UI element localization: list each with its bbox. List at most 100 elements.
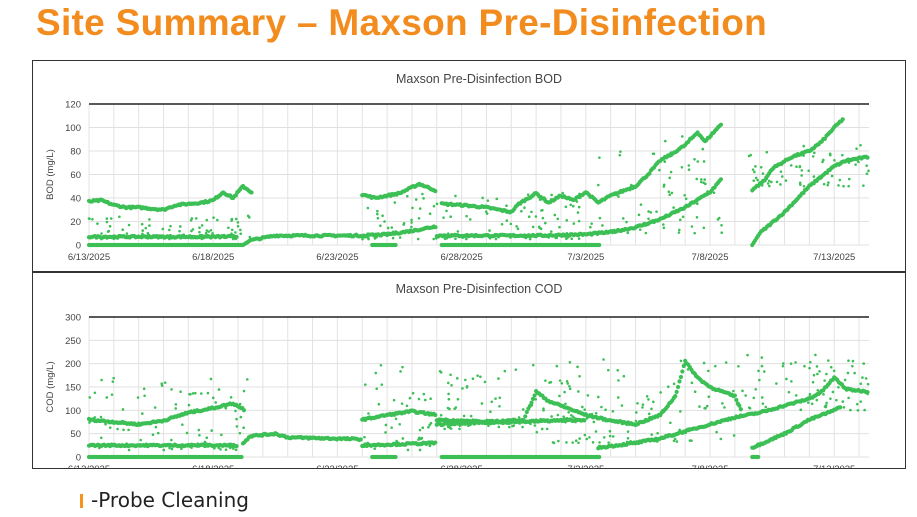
data-point-outlier xyxy=(560,381,564,385)
data-point-outlier xyxy=(639,203,643,206)
data-point-outlier xyxy=(816,388,820,392)
data-point-outlier xyxy=(757,369,760,373)
data-point-outlier xyxy=(799,183,802,186)
y-tick-label: 100 xyxy=(65,123,81,134)
data-point-outlier xyxy=(207,230,210,233)
data-point-outlier xyxy=(802,184,806,188)
data-point-outlier xyxy=(855,147,858,150)
data-point-outlier xyxy=(741,389,744,393)
data-point-outlier xyxy=(428,212,432,216)
data-point-outlier xyxy=(638,228,642,231)
data-point xyxy=(532,393,537,398)
data-point-outlier xyxy=(139,438,143,442)
data-point-outlier xyxy=(429,421,433,425)
data-point-outlier xyxy=(617,379,620,382)
probe-cleaning-legend: -Probe Cleaning xyxy=(80,488,249,512)
data-point-outlier xyxy=(495,197,499,201)
data-point-outlier xyxy=(480,402,484,405)
data-point-outlier xyxy=(447,392,450,396)
data-point-outlier xyxy=(239,415,243,419)
data-point-outlier xyxy=(659,391,662,394)
data-point-outlier xyxy=(589,225,592,229)
data-point-outlier xyxy=(236,221,240,224)
data-point-outlier xyxy=(577,390,580,393)
data-point-outlier xyxy=(106,230,110,233)
data-point-outlier xyxy=(206,391,210,395)
data-point-outlier xyxy=(590,222,593,225)
data-point-outlier xyxy=(790,380,793,383)
data-point-outlier xyxy=(376,209,379,213)
data-point-outlier xyxy=(188,392,191,396)
data-point xyxy=(527,403,533,409)
data-point-outlier xyxy=(622,374,626,378)
data-point-outlier xyxy=(597,395,600,399)
data-point-outlier xyxy=(509,222,513,226)
data-point-outlier xyxy=(707,395,711,399)
data-point-outlier xyxy=(616,396,620,399)
data-point-outlier xyxy=(531,225,535,229)
data-point-outlier xyxy=(662,226,666,230)
data-point-outlier xyxy=(824,404,828,407)
data-point-outlier xyxy=(216,218,219,222)
x-tick-label: 6/18/2025 xyxy=(192,252,234,263)
data-point-outlier xyxy=(821,160,824,164)
data-point-outlier xyxy=(607,441,610,444)
data-point-outlier xyxy=(88,396,92,399)
data-point xyxy=(358,437,363,442)
data-point-outlier xyxy=(394,417,398,421)
data-point-outlier xyxy=(142,387,146,391)
x-tick-label: 7/3/2025 xyxy=(567,252,604,263)
data-point-outlier xyxy=(374,371,378,375)
x-tick-label: 7/3/2025 xyxy=(567,464,604,468)
data-point-outlier xyxy=(826,183,830,187)
chart-title: Maxson Pre-Disinfection COD xyxy=(396,282,563,296)
data-point-outlier xyxy=(761,402,765,405)
data-point-outlier xyxy=(490,400,494,404)
data-point-outlier xyxy=(867,169,870,173)
data-point-outlier xyxy=(563,390,566,394)
data-point xyxy=(680,369,685,374)
data-point-outlier xyxy=(679,359,683,363)
data-point-outlier xyxy=(846,371,850,375)
data-point-outlier xyxy=(420,436,424,440)
data-point-outlier xyxy=(681,215,685,219)
data-point-outlier xyxy=(644,231,648,235)
data-point-outlier xyxy=(570,413,573,417)
data-point-outlier xyxy=(198,226,201,230)
data-point xyxy=(530,396,536,401)
data-point-outlier xyxy=(224,448,228,452)
data-point-outlier xyxy=(690,225,694,228)
data-point-outlier xyxy=(577,219,581,223)
data-point-outlier xyxy=(759,165,763,169)
data-points xyxy=(86,353,870,460)
data-point xyxy=(523,414,528,419)
data-point-outlier xyxy=(747,406,751,409)
data-point-outlier xyxy=(861,376,864,379)
data-point-outlier xyxy=(706,369,710,373)
data-point-outlier xyxy=(116,427,119,431)
data-point-outlier xyxy=(693,231,696,235)
data-point-outlier xyxy=(528,237,532,241)
data-point-outlier xyxy=(828,152,832,156)
data-point-outlier xyxy=(383,220,386,223)
data-point-outlier xyxy=(594,411,598,415)
data-point-outlier xyxy=(768,184,771,188)
data-point-outlier xyxy=(568,384,571,388)
data-point-outlier xyxy=(815,398,819,402)
data-point-outlier xyxy=(209,377,213,381)
data-point-outlier xyxy=(702,181,705,185)
data-point-outlier xyxy=(193,391,197,395)
data-point-outlier xyxy=(800,169,804,172)
data-point-outlier xyxy=(234,231,237,234)
data-point-outlier xyxy=(715,430,718,434)
data-point-outlier xyxy=(422,392,426,396)
data-point-outlier xyxy=(162,448,166,452)
data-point-outlier xyxy=(143,394,146,398)
data-point-outlier xyxy=(703,178,706,181)
data-point-outlier xyxy=(205,229,209,232)
data-point-outlier xyxy=(494,237,498,241)
data-point xyxy=(675,384,681,390)
data-point-outlier xyxy=(604,408,607,412)
data-point-outlier xyxy=(401,437,405,440)
data-point-outlier xyxy=(236,224,240,228)
